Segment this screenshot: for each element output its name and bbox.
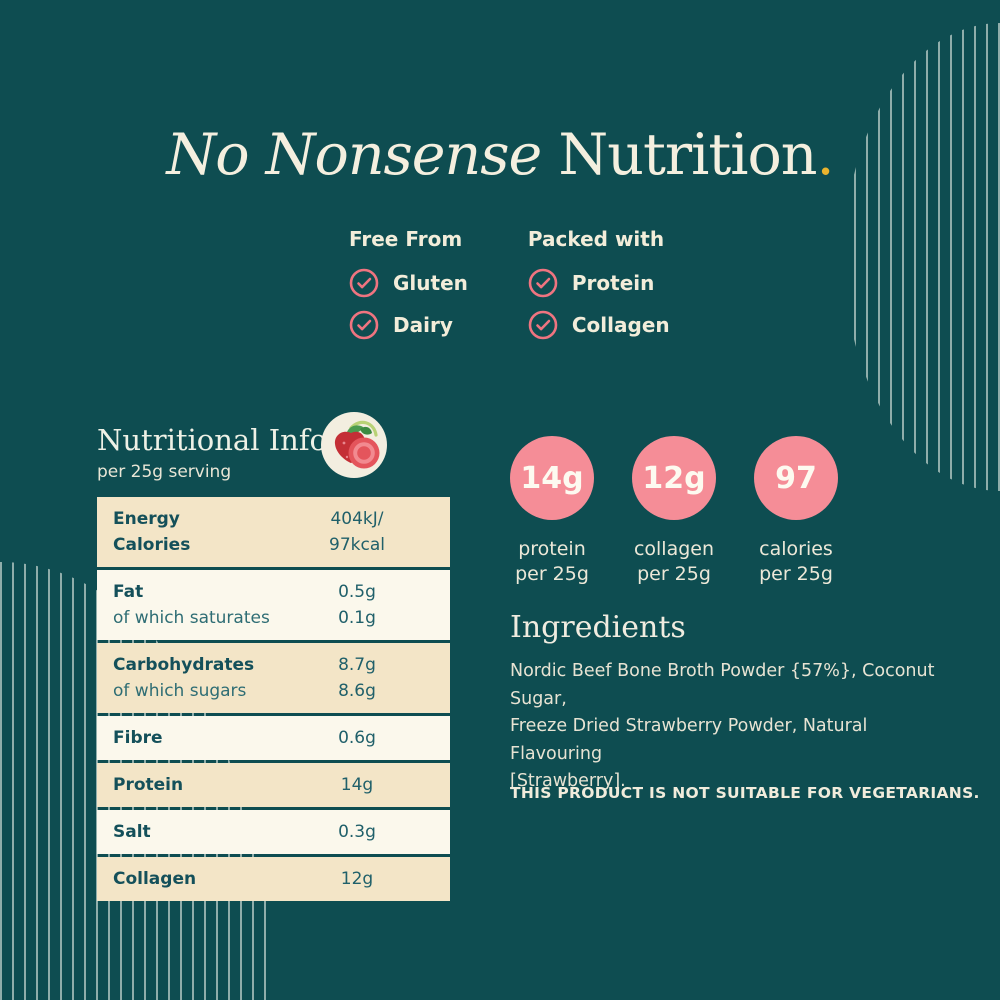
stat-circle-value: 14g — [510, 436, 594, 520]
nutritional-info-title: Nutritional Info — [97, 423, 328, 457]
row-value: 14g — [340, 775, 374, 795]
nutritional-info-header: Nutritional Info per 25g serving — [97, 423, 327, 482]
title-accent-period: . — [816, 122, 835, 188]
row-label: Salt — [113, 822, 151, 842]
badge-label: Protein — [571, 271, 655, 295]
ingredients-heading: Ingredients — [510, 610, 686, 645]
stat-label-line1: protein — [518, 538, 586, 560]
stat-label-line2: per 25g — [515, 563, 589, 585]
row-label: Collagen — [113, 869, 197, 889]
badge-item-gluten: Gluten — [349, 268, 468, 298]
row-value: 0.6g — [338, 728, 376, 748]
badge-item-protein: Protein — [528, 268, 670, 298]
ingredients-text-line: [Strawberry]. — [510, 771, 626, 791]
nutrition-table: Energy 404kJ/ Calories 97kcal Fat 0.5g o… — [97, 497, 450, 901]
badge-label: Gluten — [393, 271, 468, 295]
row-value: 404kJ/ — [330, 509, 384, 529]
stat-label-line1: collagen — [633, 538, 715, 560]
free-from-heading: Free From — [349, 227, 463, 251]
berry-icon — [320, 411, 388, 479]
checkmark-icon — [349, 268, 379, 298]
title-regular-part: Nutrition — [541, 122, 817, 188]
stat-circle-value: 97 — [754, 436, 838, 520]
packed-with-column: Packed with Protein Collagen — [528, 227, 670, 352]
checkmark-icon — [349, 310, 379, 340]
vegetarian-warning: THIS PRODUCT IS NOT SUITABLE FOR VEGETAR… — [510, 784, 980, 802]
packed-with-heading: Packed with — [527, 227, 665, 251]
stat-circles: 14g protein per 25g 12g collagen per 25g… — [510, 436, 838, 587]
row-label: Calories — [113, 535, 191, 555]
table-row-energy: Energy 404kJ/ Calories 97kcal — [97, 497, 450, 567]
page-title: No Nonsense Nutrition. — [0, 122, 1000, 188]
row-label: Energy — [113, 509, 180, 529]
table-row-collagen: Collagen 12g — [97, 857, 450, 901]
ingredients-text-line: Nordic Beef Bone Broth Powder {57%}, Coc… — [510, 661, 935, 709]
stat-protein: 14g protein per 25g — [510, 436, 594, 587]
badge-item-collagen: Collagen — [528, 310, 670, 340]
table-row-carbohydrates: Carbohydrates 8.7g of which sugars 8.6g — [97, 643, 450, 713]
checkmark-icon — [528, 268, 558, 298]
badge-item-dairy: Dairy — [349, 310, 468, 340]
table-row-protein: Protein 14g — [97, 763, 450, 807]
table-row-fibre: Fibre 0.6g — [97, 716, 450, 760]
row-label: Fat — [113, 582, 144, 602]
stat-label-line2: per 25g — [637, 563, 711, 585]
checkmark-icon — [528, 310, 558, 340]
row-label: Fibre — [113, 728, 163, 748]
row-value: 0.5g — [338, 582, 376, 602]
title-italic-part: No Nonsense — [166, 122, 542, 188]
stat-label-line2: per 25g — [759, 563, 833, 585]
line-fan-top-right-decoration — [844, 23, 1000, 491]
row-value: 0.1g — [338, 608, 376, 628]
badge-columns: Free From Gluten Dairy Packed with Pro — [349, 227, 670, 352]
badge-label: Dairy — [393, 313, 453, 337]
stat-collagen: 12g collagen per 25g — [632, 436, 716, 587]
row-value: 0.3g — [338, 822, 376, 842]
ingredients-section: Ingredients Nordic Beef Bone Broth Powde… — [510, 610, 955, 796]
row-sublabel: of which saturates — [113, 608, 270, 628]
row-value: 8.6g — [338, 681, 376, 701]
row-value: 97kcal — [329, 535, 385, 555]
badge-label: Collagen — [571, 313, 670, 337]
stat-calories: 97 calories per 25g — [754, 436, 838, 587]
row-sublabel: of which sugars — [113, 681, 247, 701]
row-label: Protein — [113, 775, 184, 795]
stat-circle-value: 12g — [632, 436, 716, 520]
serving-size-subtitle: per 25g serving — [97, 462, 232, 482]
row-value: 8.7g — [338, 655, 376, 675]
table-row-salt: Salt 0.3g — [97, 810, 450, 854]
row-value: 12g — [340, 869, 374, 889]
stat-label-line1: calories — [759, 538, 833, 560]
ingredients-text-line: Freeze Dried Strawberry Powder, Natural … — [510, 716, 868, 764]
table-row-fat: Fat 0.5g of which saturates 0.1g — [97, 570, 450, 640]
row-label: Carbohydrates — [113, 655, 255, 675]
free-from-column: Free From Gluten Dairy — [349, 227, 468, 352]
